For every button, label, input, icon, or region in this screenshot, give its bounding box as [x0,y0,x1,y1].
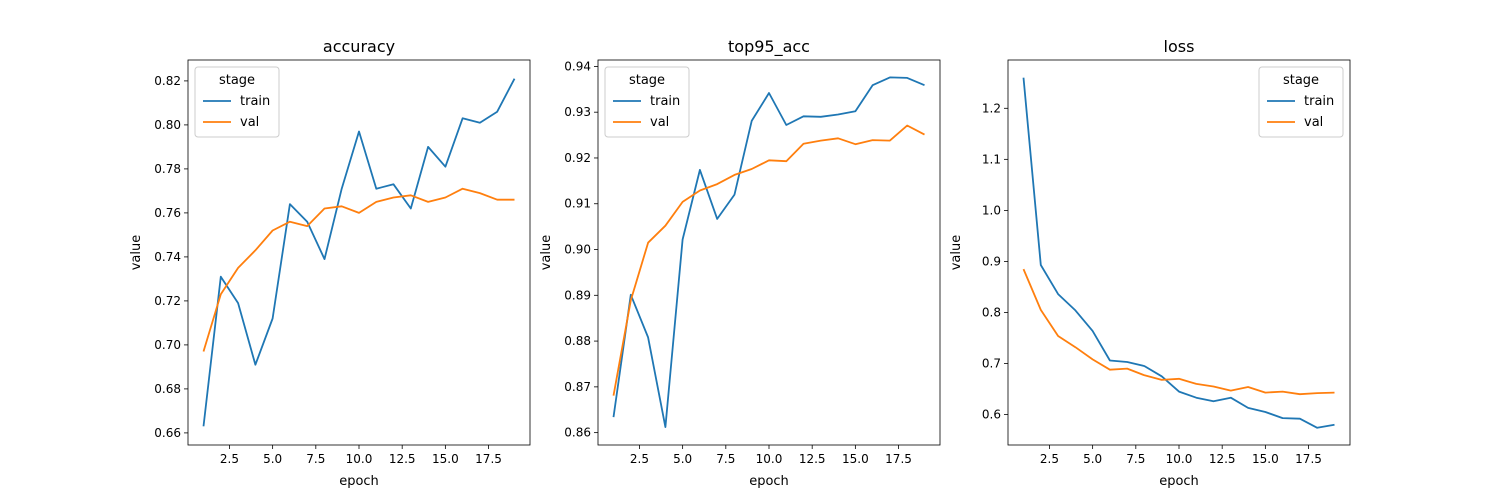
chart-title: top95_acc [728,37,810,57]
x-tick-label: 17.5 [475,452,502,466]
legend-title: stage [1283,73,1319,88]
x-axis-label: epoch [1159,474,1199,489]
legend-box [194,66,280,138]
y-tick-label: 0.86 [564,426,591,440]
x-tick-label: 12.5 [1209,452,1236,466]
x-tick-label: 15.0 [432,452,459,466]
x-tick-label: 7.5 [716,452,735,466]
y-tick-label: 0.78 [154,162,181,176]
y-tick-label: 0.72 [154,294,181,308]
x-tick-label: 12.5 [389,452,416,466]
y-tick-label: 0.6 [982,408,1001,422]
x-tick-label: 7.5 [306,452,325,466]
x-tick-label: 17.5 [1295,452,1322,466]
y-axis-label: value [949,235,964,271]
y-tick-label: 0.94 [564,59,591,73]
legend-box [604,66,690,138]
y-tick-label: 1.2 [982,101,1001,115]
x-tick-label: 2.5 [630,452,649,466]
legend-entry-train: train [1304,94,1334,109]
legend-title: stage [219,73,255,88]
y-tick-label: 0.93 [564,105,591,119]
legend-entry-train: train [650,94,680,109]
legend-entry-val: val [1304,115,1323,130]
series-line-val [1022,268,1335,396]
series-line-train [202,78,516,427]
y-tick-label: 0.88 [564,334,591,348]
legend: stage train val [604,66,690,138]
x-axis-label: epoch [339,474,379,489]
series-line-train [1022,77,1335,429]
legend: stage train val [1258,66,1344,138]
chart-title: accuracy [323,37,395,56]
y-tick-label: 0.70 [154,338,181,352]
y-tick-label: 0.92 [564,151,591,165]
legend-title: stage [629,73,665,88]
legend: stage train val [194,66,280,138]
series-line-val [612,124,925,396]
x-tick-label: 5.0 [263,452,282,466]
y-tick-label: 0.76 [154,206,181,220]
legend-entry-train: train [240,94,270,109]
legend-entry-val: val [650,115,669,130]
x-tick-label: 2.5 [220,452,239,466]
chart-panel-loss: loss 2.5 5.0 7.5 10.0 12.5 15.0 17.5 0.6 0.7 0.8 0.… [949,37,1351,489]
x-tick-label: 5.0 [1083,452,1102,466]
y-tick-label: 0.9 [982,254,1001,268]
y-axis-label: value [129,235,144,271]
chart-panel-accuracy: accuracy 2.5 5.0 7.5 10.0 12.5 15.0 17.5 0.66 0.6… [129,37,531,489]
y-tick-label: 0.68 [154,382,181,396]
y-tick-label: 0.87 [564,380,591,394]
legend-box [1258,66,1344,138]
y-tick-label: 0.74 [154,250,181,264]
y-axis-label: value [539,235,554,271]
y-tick-label: 0.90 [564,243,591,257]
x-tick-label: 15.0 [842,452,869,466]
y-tick-label: 0.82 [154,74,181,88]
x-tick-label: 2.5 [1040,452,1059,466]
y-tick-label: 0.80 [154,118,181,132]
x-tick-label: 17.5 [885,452,912,466]
x-tick-label: 10.0 [1166,452,1193,466]
y-tick-label: 0.8 [982,305,1001,319]
x-tick-label: 10.0 [346,452,373,466]
x-tick-label: 15.0 [1252,452,1279,466]
x-tick-label: 10.0 [756,452,783,466]
x-axis-label: epoch [749,474,789,489]
chart-panel-top95_acc: top95_acc 2.5 5.0 7.5 10.0 12.5 15.0 17.5 0.86 0.… [539,37,941,489]
x-tick-label: 7.5 [1126,452,1145,466]
legend-entry-val: val [240,115,259,130]
y-tick-label: 1.0 [982,203,1001,217]
y-tick-label: 0.89 [564,288,591,302]
y-tick-label: 0.66 [154,426,181,440]
chart-title: loss [1164,37,1195,56]
series-line-val [202,187,515,352]
y-tick-label: 1.1 [982,152,1001,166]
series-line-train [612,76,925,429]
y-tick-label: 0.7 [982,357,1001,371]
x-tick-label: 5.0 [673,452,692,466]
x-tick-label: 12.5 [799,452,826,466]
y-tick-label: 0.91 [564,197,591,211]
